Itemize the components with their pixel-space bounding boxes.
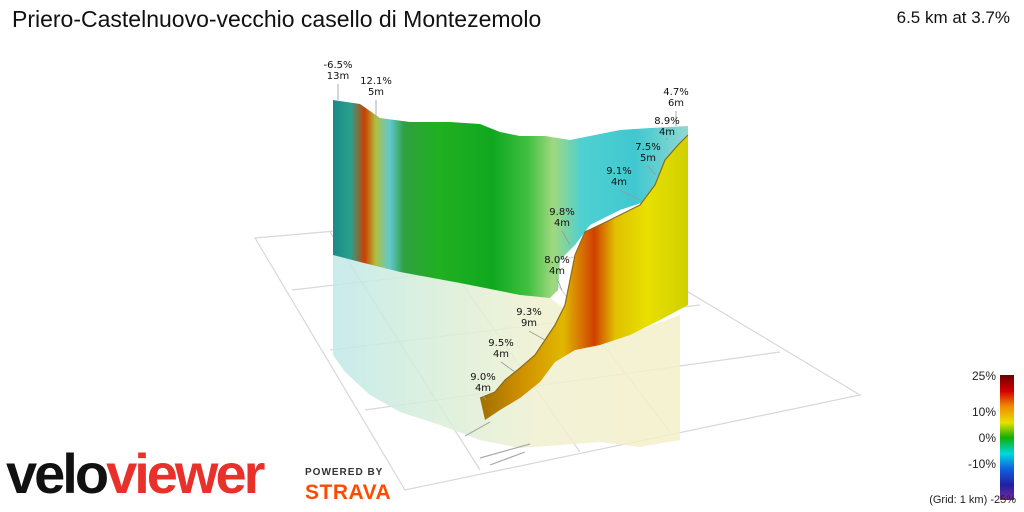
annotation-length: 5m [368,87,384,98]
legend-tick-minus25: -25% [990,494,1016,506]
logo-viewer-text: viewer [106,442,265,505]
route-stats: 6.5 km at 3.7% [896,8,1010,27]
annotation-grade: 8.9% [654,116,679,127]
annotation-grade: 7.5% [635,142,660,153]
strava-logo: STRAVA [305,481,392,504]
legend-tick-25: 25% [971,369,996,383]
annotation-leader [618,189,641,201]
veloviewer-logo: veloviewer [6,446,265,502]
annotation-grade: -6.5% [323,60,352,71]
gradient-color-legend [1000,375,1014,500]
annotation-grade: 9.5% [488,338,513,349]
annotation-leader [647,165,657,176]
powered-by-text: POWERED BY [305,467,384,478]
start-marker [464,421,531,466]
grid-note: (Grid: 1 km) -25% [929,494,1016,506]
legend-tick-minus10: -10% [967,457,996,471]
page-title: Priero-Castelnuovo-vecchio casello di Mo… [12,6,542,32]
annotation-grade: 9.0% [470,372,495,383]
annotation-leader [482,395,487,401]
annotation-length: 9m [521,318,537,329]
annotation-length: 6m [668,98,684,109]
annotation-grade: 4.7% [663,87,688,98]
elevation-front-wall [480,135,688,420]
annotation-leader [528,330,546,341]
grade-annotations: -6.5%13m 12.1%5m 4.7%6m8.9%4m7.5%5m9.1%4m9… [323,60,689,401]
annotation-grade: 9.8% [549,207,574,218]
annotation-length: 5m [640,153,656,164]
annotation-leader [556,278,563,291]
annotation-grade: 8.0% [544,255,569,266]
legend-tick-10: 10% [971,405,996,419]
annotation-grade: 9.1% [606,166,631,177]
annotation-grade: 12.1% [360,76,392,87]
annotation-length: 4m [549,266,565,277]
elevation-reflection [333,255,680,448]
annotation-length: 4m [475,383,491,394]
annotation-length: 4m [659,127,675,138]
logo-velo-text: velo [6,442,109,505]
annotation-length: 4m [493,349,509,360]
annotation-length: 13m [327,71,349,82]
legend-tick-0: 0% [978,431,996,445]
annotation-leader [500,361,516,373]
grid-note-text: (Grid: 1 km) [929,494,988,506]
annotation-length: 4m [554,218,570,229]
elevation-back-wall [333,100,688,298]
annotation-length: 4m [611,177,627,188]
annotation-leader [561,230,571,246]
annotation-grade: 9.3% [516,307,541,318]
